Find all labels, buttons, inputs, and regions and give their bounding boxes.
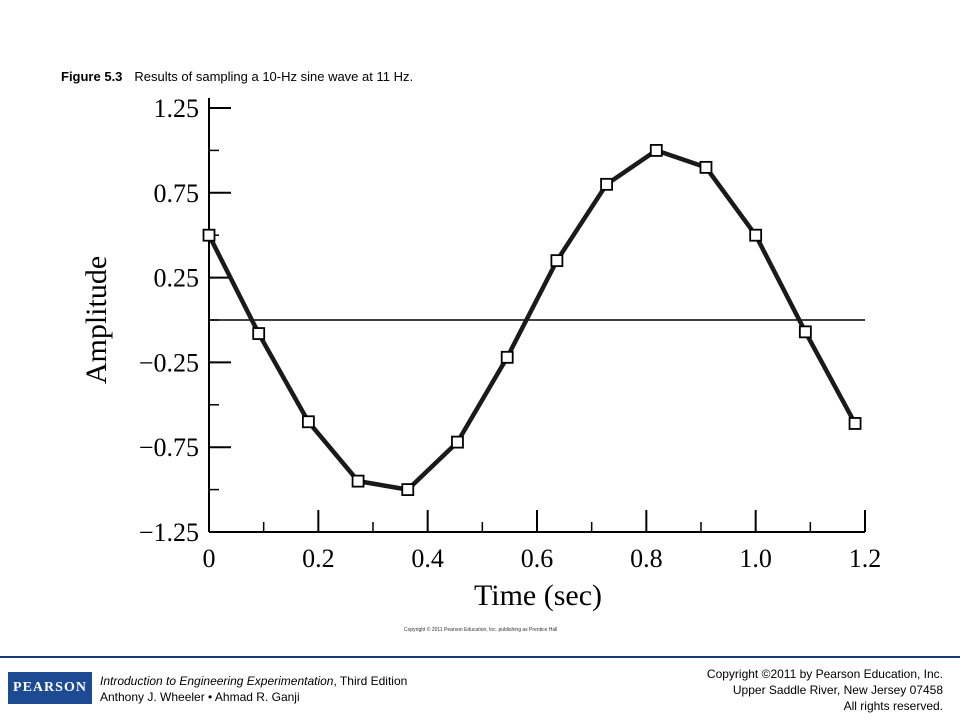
copyright-line-1: Copyright ©2011 by Pearson Education, In… <box>706 667 943 681</box>
figure-caption: Figure 5.3 Results of sampling a 10-Hz si… <box>61 69 413 84</box>
book-edition: , Third Edition <box>333 674 408 688</box>
y-tick-label: −1.25 <box>139 518 199 547</box>
data-point-marker <box>351 474 365 488</box>
data-point-marker <box>550 254 564 268</box>
chart-axes <box>208 98 865 533</box>
figure-caption-text: Results of sampling a 10-Hz sine wave at… <box>134 69 414 84</box>
figure-number: Figure 5.3 <box>61 69 123 84</box>
chart-tick-labels: 1.25 0.75 0.25 −0.25 −0.75 −1.250 0.2 0.4 0.6 0.8… <box>139 94 881 573</box>
y-tick-label: −0.25 <box>139 348 199 377</box>
data-point-marker <box>749 228 763 242</box>
data-point-marker <box>252 327 266 340</box>
book-info: Introduction to Engineering Experimentat… <box>100 673 407 705</box>
y-axis-title: Amplitude <box>80 256 113 384</box>
data-point-marker <box>798 325 812 339</box>
x-tick-label: 0.8 <box>630 544 663 573</box>
pearson-logo: PEARSON <box>8 672 92 704</box>
y-tick-label: 0.25 <box>154 264 200 293</box>
x-tick-label: 1.0 <box>739 544 772 573</box>
copyright-line-2: Upper Saddle River, New Jersey 07458 <box>732 683 943 697</box>
y-tick-label: −0.75 <box>139 433 199 462</box>
x-tick-label: 0.4 <box>411 544 444 573</box>
data-point-marker <box>401 483 415 497</box>
x-axis-title: Time (sec) <box>474 579 602 612</box>
book-title: Introduction to Engineering Experimentat… <box>100 674 334 688</box>
pearson-logo-text: PEARSON <box>13 680 87 695</box>
y-tick-label: 1.25 <box>154 94 200 123</box>
x-tick-label: 1.2 <box>849 544 882 573</box>
data-point-marker <box>301 415 315 429</box>
x-tick-label: 0.6 <box>521 544 554 573</box>
book-authors: Anthony J. Wheeler • Ahmad R. Ganji <box>100 690 300 704</box>
data-point-marker <box>649 143 663 157</box>
publisher-copyright: Copyright ©2011 by Pearson Education, In… <box>707 666 943 714</box>
data-point-marker <box>451 435 464 449</box>
series-line <box>206 148 858 492</box>
x-tick-label: 0 <box>203 544 216 573</box>
footer-divider <box>0 656 960 658</box>
data-point-marker <box>848 417 862 430</box>
data-point-marker <box>699 160 713 174</box>
copyright-line-3: All rights reserved. <box>843 699 943 713</box>
data-point-marker <box>500 350 514 364</box>
figure-copyright-note: Copyright © 2011 Pearson Education, Inc.… <box>404 627 558 633</box>
data-point-marker <box>600 177 613 191</box>
y-tick-label: 0.75 <box>154 179 200 208</box>
x-tick-label: 0.2 <box>302 544 335 573</box>
chart-series <box>202 143 862 497</box>
data-point-marker <box>202 228 216 242</box>
sine-sampling-chart: 1.25 0.75 0.25 −0.25 −0.75 −1.250 0.2 0.4 0.6 0.8… <box>80 94 881 612</box>
